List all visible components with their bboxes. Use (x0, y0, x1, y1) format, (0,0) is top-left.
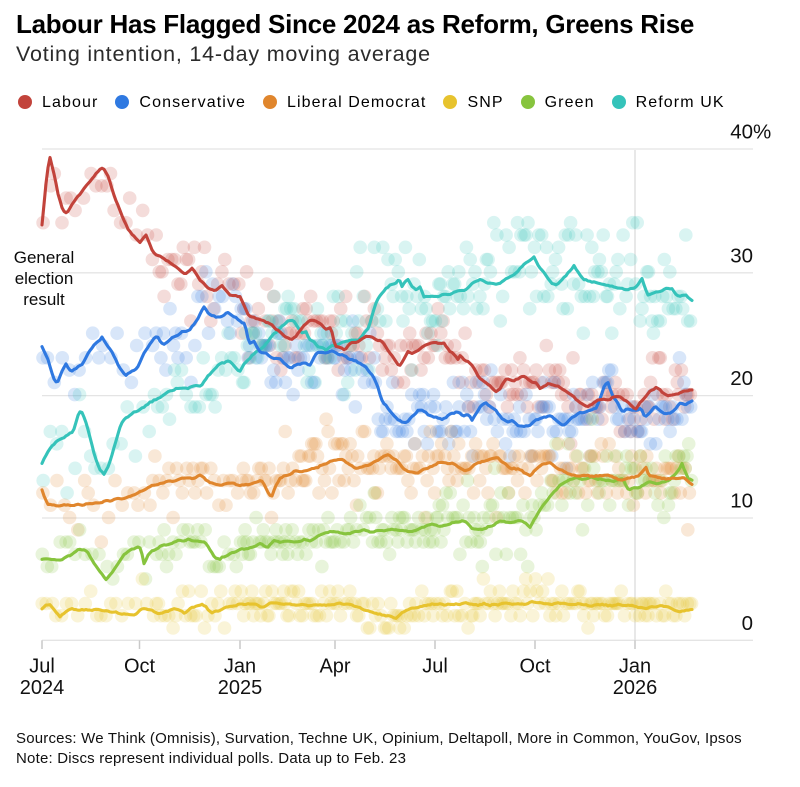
svg-text:Jan: Jan (619, 656, 651, 678)
svg-text:%: % (753, 121, 771, 144)
svg-text:Oct: Oct (124, 656, 156, 678)
svg-text:Oct: Oct (519, 656, 551, 678)
svg-text:result: result (23, 290, 65, 309)
svg-text:Jul: Jul (422, 656, 448, 678)
svg-text:10: 10 (730, 490, 753, 513)
svg-text:30: 30 (730, 244, 753, 267)
svg-text:General: General (14, 248, 74, 267)
svg-text:0: 0 (742, 612, 753, 635)
svg-text:20: 20 (730, 367, 753, 390)
svg-text:Jan: Jan (224, 656, 256, 678)
svg-text:2024: 2024 (20, 677, 65, 699)
svg-text:Jul: Jul (29, 656, 55, 678)
svg-text:election: election (15, 269, 74, 288)
svg-text:Apr: Apr (319, 656, 350, 678)
svg-text:40: 40 (730, 121, 753, 144)
svg-text:2025: 2025 (218, 677, 263, 699)
svg-text:2026: 2026 (613, 677, 658, 699)
